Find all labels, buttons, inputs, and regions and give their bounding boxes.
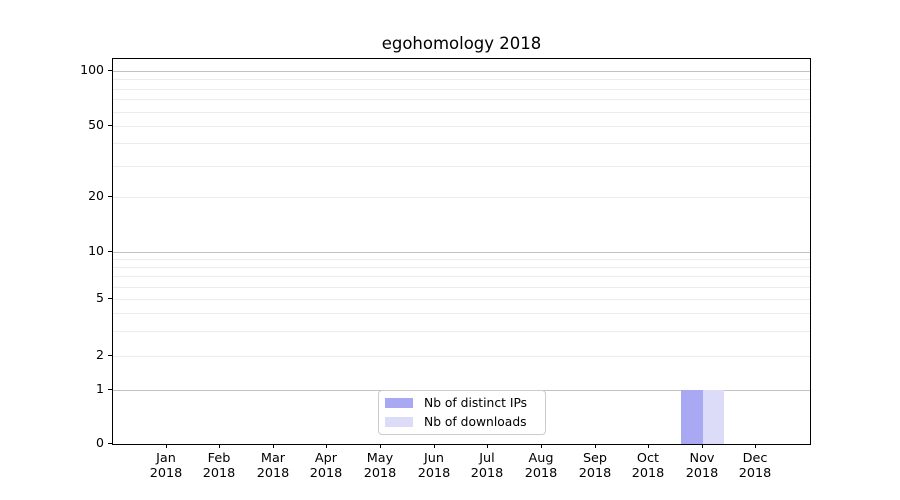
x-tick-mark-7: [541, 444, 542, 448]
x-tick-label-3: Apr 2018: [294, 451, 358, 481]
legend-swatch-downloads: [385, 417, 413, 427]
y-tick-label-1: 1: [96, 381, 104, 396]
x-tick-label-month: Jan: [156, 451, 176, 466]
x-tick-label-year: 2018: [578, 465, 612, 481]
y-tick-mark-50: [108, 125, 112, 126]
legend: Nb of distinct IPs Nb of downloads: [378, 390, 546, 435]
gridline-minor-y70: [113, 99, 810, 100]
y-tick-label-5: 5: [96, 290, 104, 305]
x-tick-label-year: 2018: [256, 465, 290, 481]
x-tick-label-9: Oct 2018: [616, 451, 680, 481]
gridline-minor-y60: [113, 112, 810, 113]
x-tick-label-month: Feb: [207, 451, 231, 466]
gridline-major-y10: [113, 252, 810, 253]
y-tick-label-10: 10: [88, 243, 104, 258]
gridline-minor-y80: [113, 89, 810, 90]
x-tick-mark-8: [595, 444, 596, 448]
x-tick-mark-3: [326, 444, 327, 448]
x-tick-label-10: Nov 2018: [670, 451, 734, 481]
gridline-minor-y8: [113, 267, 810, 268]
x-tick-label-year: 2018: [149, 465, 183, 481]
y-tick-mark-20: [108, 196, 112, 197]
gridline-major-y100: [113, 71, 810, 72]
chart-title: egohomology 2018: [381, 34, 542, 53]
x-tick-label-year: 2018: [470, 465, 504, 481]
y-tick-label-20: 20: [88, 188, 104, 203]
legend-row-distinct-ips: Nb of distinct IPs: [385, 396, 545, 411]
x-tick-label-month: Apr: [314, 451, 338, 466]
x-tick-mark-4: [380, 444, 381, 448]
x-tick-label-0: Jan 2018: [134, 451, 198, 481]
gridline-minor-y90: [113, 79, 810, 80]
x-tick-label-5: Jun 2018: [402, 451, 466, 481]
gridline-minor-y40: [113, 143, 810, 144]
gridline-minor-y30: [113, 166, 810, 167]
x-tick-label-month: Nov: [689, 451, 715, 466]
x-tick-label-7: Aug 2018: [509, 451, 573, 481]
gridline-minor-y7: [113, 276, 810, 277]
x-tick-label-8: Sep 2018: [563, 451, 627, 481]
plot-area: [112, 58, 811, 445]
x-tick-label-month: May: [366, 451, 394, 466]
x-tick-mark-0: [166, 444, 167, 448]
gridline-minor-y4: [113, 313, 810, 314]
x-tick-mark-2: [273, 444, 274, 448]
x-tick-label-1: Feb 2018: [187, 451, 251, 481]
x-tick-mark-1: [219, 444, 220, 448]
legend-label-distinct-ips: Nb of distinct IPs: [424, 395, 528, 410]
x-tick-mark-5: [434, 444, 435, 448]
x-tick-label-11: Dec 2018: [723, 451, 787, 481]
gridline-minor-y9: [113, 259, 810, 260]
gridline-minor-y6: [113, 287, 810, 288]
y-tick-label-2: 2: [96, 347, 104, 362]
y-tick-mark-1: [108, 389, 112, 390]
y-tick-mark-10: [108, 251, 112, 252]
y-tick-mark-2: [108, 355, 112, 356]
x-tick-label-year: 2018: [309, 465, 343, 481]
y-tick-mark-100: [108, 70, 112, 71]
gridline-minor-y2: [113, 356, 810, 357]
y-tick-label-100: 100: [80, 62, 104, 77]
x-tick-label-year: 2018: [631, 465, 665, 481]
x-tick-mark-9: [648, 444, 649, 448]
gridline-minor-y50: [113, 126, 810, 127]
x-tick-label-4: May 2018: [348, 451, 412, 481]
y-tick-mark-0: [108, 443, 112, 444]
x-tick-label-year: 2018: [202, 465, 236, 481]
x-tick-label-2: Mar 2018: [241, 451, 305, 481]
x-tick-label-month: Jul: [479, 451, 495, 466]
y-tick-label-50: 50: [88, 117, 104, 132]
x-tick-label-year: 2018: [738, 465, 772, 481]
gridline-minor-y3: [113, 331, 810, 332]
x-tick-label-month: Aug: [528, 451, 554, 466]
gridline-minor-y20: [113, 197, 810, 198]
x-tick-label-year: 2018: [685, 465, 719, 481]
legend-row-downloads: Nb of downloads: [385, 415, 545, 430]
x-tick-label-year: 2018: [417, 465, 451, 481]
y-tick-label-0: 0: [96, 435, 104, 450]
bar-nb-of-distinct-ips-10: [681, 390, 703, 444]
x-tick-label-month: Mar: [260, 451, 286, 466]
x-tick-label-month: Dec: [742, 451, 768, 466]
x-tick-mark-10: [702, 444, 703, 448]
x-tick-label-year: 2018: [363, 465, 397, 481]
y-tick-mark-5: [108, 298, 112, 299]
x-tick-label-6: Jul 2018: [455, 451, 519, 481]
legend-swatch-distinct-ips: [385, 398, 413, 408]
x-tick-label-year: 2018: [524, 465, 558, 481]
x-tick-mark-11: [755, 444, 756, 448]
x-tick-label-month: Oct: [636, 451, 660, 466]
x-tick-label-month: Jun: [424, 451, 444, 466]
gridline-minor-y5: [113, 299, 810, 300]
bar-nb-of-downloads-10: [702, 390, 725, 444]
x-tick-mark-6: [487, 444, 488, 448]
legend-label-downloads: Nb of downloads: [424, 414, 527, 429]
x-tick-label-month: Sep: [582, 451, 608, 466]
